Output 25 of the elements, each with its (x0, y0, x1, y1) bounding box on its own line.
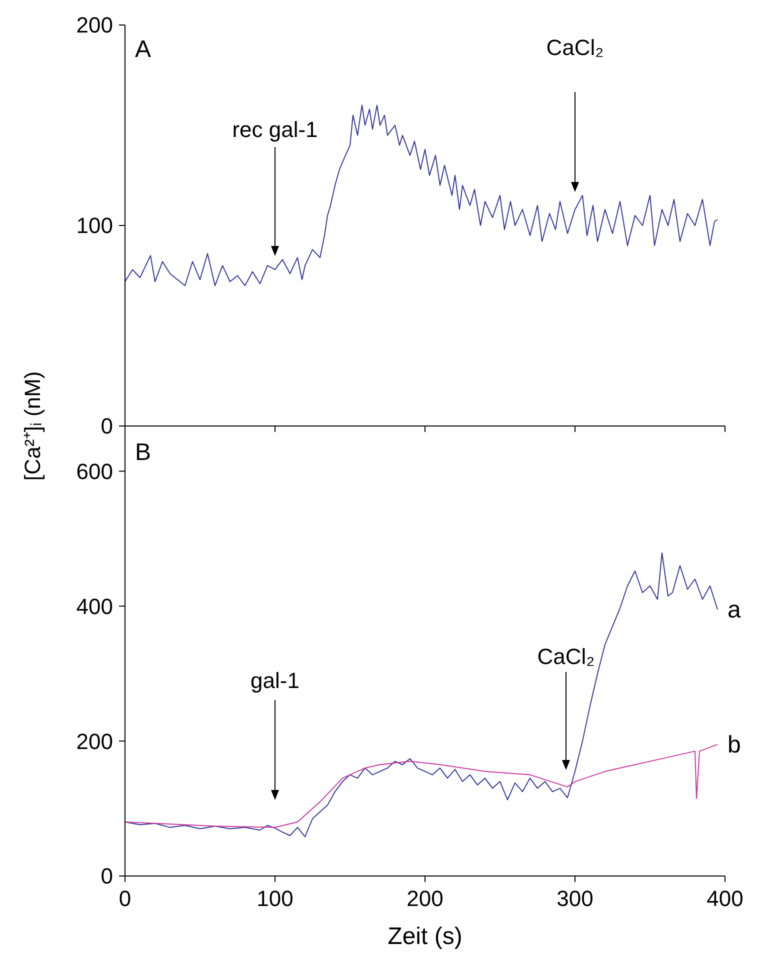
x-tick-label: 200 (406, 886, 444, 911)
y-tick-label: 200 (76, 12, 113, 38)
y-tick-label: 100 (76, 213, 113, 238)
line-series (124, 552, 718, 838)
series-label: a (728, 596, 742, 624)
x-axis-title: Zeit (s) (388, 923, 462, 950)
annotation: B (135, 439, 152, 466)
line-series (124, 104, 718, 286)
annotation: rec gal-1 (232, 117, 318, 142)
y-tick-label: 600 (76, 458, 113, 484)
x-tick-label: 400 (706, 886, 744, 911)
x-tick-label: 100 (256, 886, 294, 911)
annotation: CaCl₂ (537, 644, 595, 669)
x-tick-label: 0 (118, 886, 132, 911)
y-axis-title: [Ca²⁺]ᵢ (nM) (20, 371, 45, 481)
x-tick-label: 300 (556, 886, 594, 911)
annotation: gal-1 (250, 668, 300, 693)
annotation: A (135, 36, 152, 63)
y-tick-label: 0 (100, 864, 113, 889)
y-tick-label: 400 (76, 594, 113, 619)
y-tick-label: 0 (100, 414, 113, 439)
annotation: CaCl₂ (546, 35, 604, 60)
line-series (124, 744, 718, 828)
y-tick-label: 200 (76, 728, 113, 754)
series-label: b (728, 731, 741, 758)
